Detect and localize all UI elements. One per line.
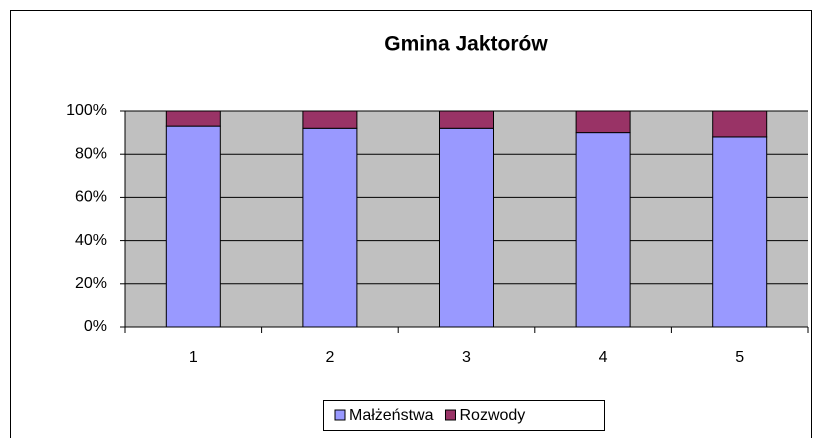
- bar-segment: [439, 110, 494, 129]
- y-tick-label: 60%: [75, 189, 107, 206]
- bar-segment: [302, 110, 358, 129]
- legend-label: Rozwody: [459, 407, 525, 424]
- x-tick-label: 4: [599, 349, 608, 366]
- bar-segment: [712, 110, 768, 138]
- chart-title: Gmina Jaktorów: [384, 33, 548, 56]
- legend-label: Małżeństwa: [349, 407, 434, 424]
- x-tick-label: 1: [189, 349, 198, 366]
- y-tick-label: 0%: [84, 318, 107, 335]
- legend-swatch: [334, 409, 346, 421]
- bar-segment: [712, 136, 768, 328]
- y-tick-label: 80%: [75, 145, 107, 162]
- x-tick-label: 5: [735, 349, 744, 366]
- legend-box: [323, 400, 605, 431]
- bar-segment: [165, 125, 221, 328]
- y-tick-label: 40%: [75, 232, 107, 249]
- bar-segment: [575, 132, 631, 328]
- y-tick-label: 100%: [66, 102, 107, 119]
- x-tick-label: 2: [325, 349, 334, 366]
- bar-segment: [165, 110, 221, 127]
- x-tick-label: 3: [462, 349, 471, 366]
- y-tick-label: 20%: [75, 275, 107, 292]
- bar-segment: [575, 110, 631, 134]
- bar-segment: [439, 127, 494, 328]
- bar-segment: [302, 127, 358, 328]
- legend-swatch: [444, 409, 456, 421]
